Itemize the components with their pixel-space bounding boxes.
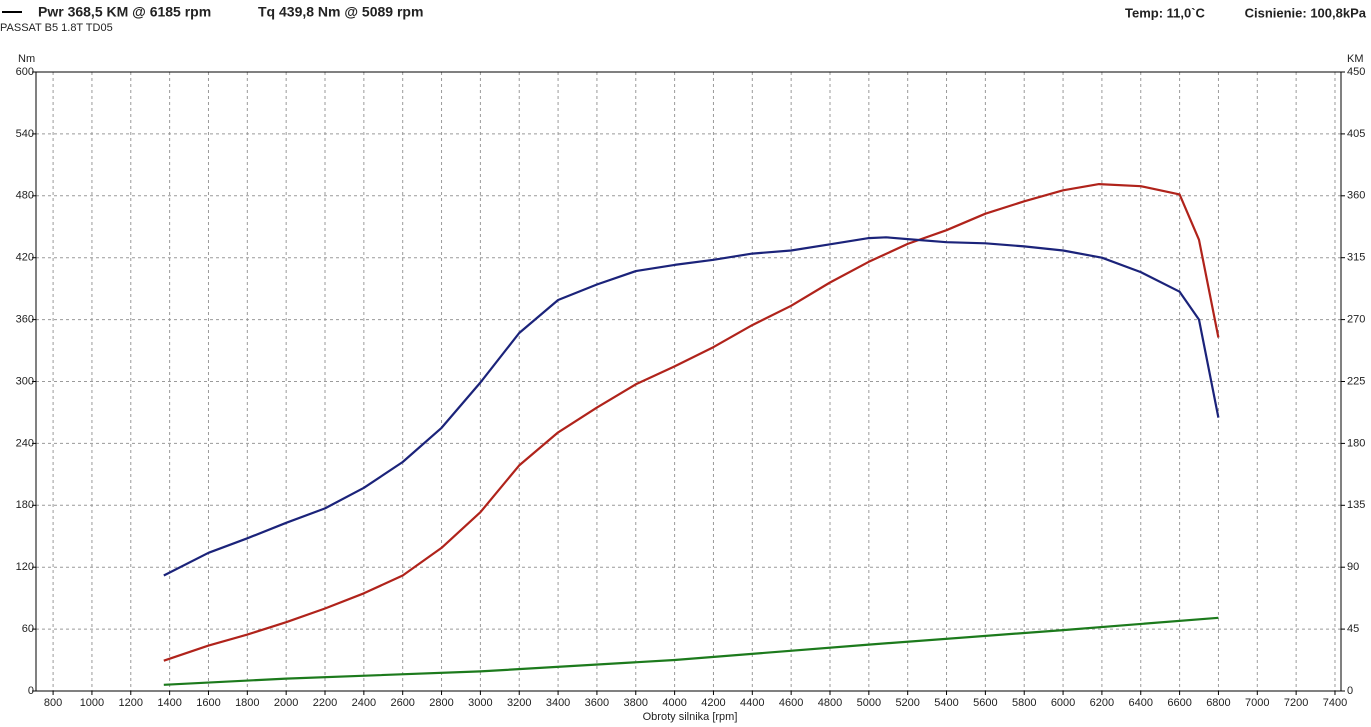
y2-tick-label: 270 [1347,314,1365,326]
x-tick-label: 4000 [662,697,686,709]
x-tick-label: 3400 [546,697,570,709]
x-tick-label: 5200 [895,697,919,709]
y-tick-label: 120 [16,561,34,573]
y-tick-label: 420 [16,252,34,264]
y-tick-label: 360 [16,314,34,326]
x-tick-label: 7200 [1284,697,1308,709]
y2-tick-label: 360 [1347,190,1365,202]
series-line [163,616,1219,686]
temperature: Temp: 11,0`C [1125,5,1206,20]
y2-tick-label: 135 [1347,499,1365,511]
x-tick-label: 5800 [1012,697,1036,709]
y-tick-label: 60 [22,623,34,635]
x-tick-label: 2400 [352,697,376,709]
y2-tick-label: 450 [1347,66,1365,78]
x-tick-label: 6000 [1051,697,1075,709]
x-tick-label: 2200 [313,697,337,709]
series-line [163,236,1220,577]
x-tick-label: 5400 [934,697,958,709]
x-tick-label: 4200 [701,697,725,709]
pressure: Cisnienie: 100,8kPa [1245,5,1367,20]
x-tick-label: 2800 [429,697,453,709]
plot-frame [35,71,1342,692]
x-tick-label: 7400 [1323,697,1347,709]
x-tick-label: 6400 [1129,697,1153,709]
y2-tick-label: 45 [1347,623,1359,635]
x-tick-label: 7000 [1245,697,1269,709]
subtitle: PASSAT B5 1.8T TD05 [0,22,113,34]
x-tick-label: 1800 [235,697,259,709]
y2-tick-label: 0 [1347,685,1353,697]
x-tick-label: 1200 [119,697,143,709]
y2-tick-label: 180 [1347,437,1365,449]
y-tick-label: 600 [16,66,34,78]
x-tick-label: 800 [44,697,62,709]
y-tick-label: 180 [16,499,34,511]
x-tick-label: 1400 [157,697,181,709]
x-tick-label: 4600 [779,697,803,709]
x-tick-label: 3800 [624,697,648,709]
y2-tick-label: 405 [1347,128,1365,140]
x-tick-label: 5600 [973,697,997,709]
series-line [163,183,1220,662]
y2-axis-label: KM [1347,53,1364,65]
x-tick-label: 4800 [818,697,842,709]
y-tick-label: 0 [28,685,34,697]
y-tick-label: 300 [16,375,34,387]
y2-tick-label: 315 [1347,252,1365,264]
x-tick-label: 3600 [585,697,609,709]
y-axis-label: Nm [18,53,35,65]
y-tick-label: 480 [16,190,34,202]
x-tick-label: 1000 [80,697,104,709]
x-tick-label: 5000 [857,697,881,709]
x-axis-label: Obroty silnika [rpm] [643,711,738,723]
x-tick-label: 6600 [1167,697,1191,709]
y-tick-label: 540 [16,128,34,140]
legend-torque: Tq 439,8 Nm @ 5089 rpm [258,4,423,20]
y2-tick-label: 90 [1347,561,1359,573]
x-tick-label: 2600 [390,697,414,709]
x-tick-label: 6800 [1206,697,1230,709]
x-tick-label: 1600 [196,697,220,709]
y-tick-label: 240 [16,437,34,449]
x-tick-label: 3200 [507,697,531,709]
y2-tick-label: 225 [1347,375,1365,387]
x-tick-label: 3000 [468,697,492,709]
x-tick-label: 4400 [740,697,764,709]
x-tick-label: 2000 [274,697,298,709]
x-tick-label: 6200 [1090,697,1114,709]
legend-power: Pwr 368,5 KM @ 6185 rpm [38,4,211,20]
